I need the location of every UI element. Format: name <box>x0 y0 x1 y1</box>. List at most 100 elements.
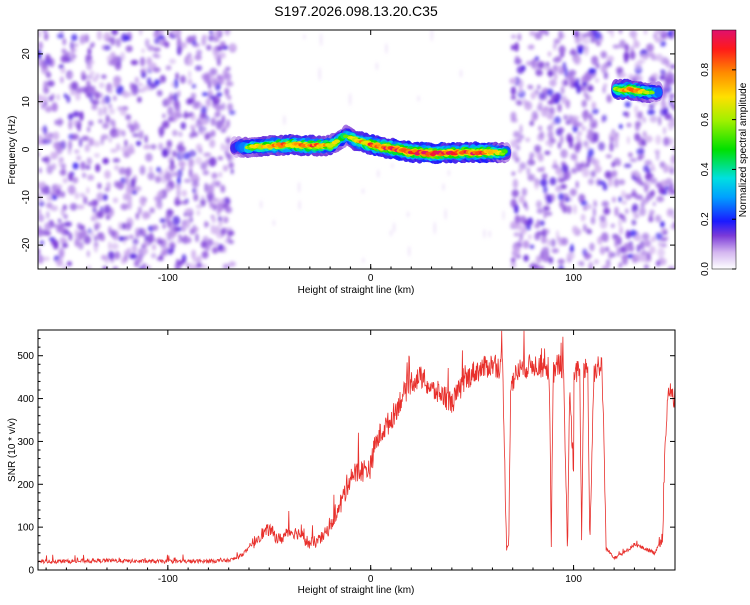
noise-blob <box>433 221 436 235</box>
noise-blob <box>53 141 58 149</box>
snr-x-label: Height of straight line (km) <box>298 585 415 596</box>
noise-blob <box>157 30 165 33</box>
noise-blob <box>220 216 226 221</box>
noise-blob <box>45 71 52 79</box>
noise-blob <box>655 232 664 241</box>
noise-blob <box>672 104 675 111</box>
noise-blob <box>407 211 410 218</box>
noise-blob <box>180 122 187 130</box>
noise-blob <box>510 150 518 160</box>
noise-blob <box>38 41 43 50</box>
noise-blob <box>51 163 57 171</box>
noise-blob <box>553 43 557 48</box>
noise-blob <box>230 44 235 50</box>
noise-blob <box>88 201 92 206</box>
noise-blob <box>71 133 79 140</box>
noise-blob <box>624 43 630 52</box>
noise-blob <box>85 75 93 80</box>
noise-blob <box>72 162 79 170</box>
noise-blob <box>534 179 539 190</box>
noise-blob <box>185 218 191 229</box>
noise-blob <box>93 235 98 242</box>
noise-blob <box>187 263 196 269</box>
noise-blob <box>523 254 529 262</box>
noise-blob <box>86 85 94 93</box>
noise-blob <box>95 73 100 80</box>
noise-blob <box>569 49 577 56</box>
noise-blob <box>639 207 646 217</box>
snr-y-ticks: 0 100 200 300 400 500 <box>17 329 675 577</box>
noise-blob <box>83 235 92 245</box>
noise-blob <box>82 172 87 179</box>
noise-blob <box>44 134 53 143</box>
noise-blob <box>64 221 72 227</box>
noise-blob <box>177 169 183 178</box>
noise-blob <box>629 158 638 163</box>
noise-blob <box>582 37 590 45</box>
noise-blob <box>187 97 193 105</box>
noise-blob <box>166 208 174 219</box>
noise-blob <box>654 37 663 43</box>
noise-blob <box>570 167 578 174</box>
noise-blob <box>76 204 85 210</box>
noise-blob <box>535 255 542 264</box>
noise-blob <box>659 257 667 266</box>
noise-blob <box>518 238 523 245</box>
noise-blob <box>49 191 57 196</box>
noise-blob <box>205 98 212 107</box>
noise-blob <box>534 144 542 153</box>
noise-blob <box>644 135 653 143</box>
noise-blob <box>105 114 110 123</box>
noise-blob <box>189 216 193 223</box>
noise-blob <box>216 233 224 239</box>
noise-blob <box>227 94 232 101</box>
noise-blob <box>549 79 557 87</box>
noise-blob <box>103 95 111 104</box>
noise-blob <box>623 163 632 168</box>
noise-blob <box>555 185 563 193</box>
noise-blob <box>112 266 119 269</box>
colorbar-gradient <box>711 29 737 270</box>
noise-blob <box>192 42 200 48</box>
noise-blob <box>527 173 536 182</box>
noise-blob <box>220 184 226 193</box>
noise-blob <box>212 46 219 56</box>
noise-blob <box>349 92 352 106</box>
noise-blob <box>526 167 531 176</box>
noise-blob <box>209 202 214 208</box>
noise-blob <box>599 215 606 222</box>
noise-blob <box>601 200 609 208</box>
noise-blob <box>76 155 82 161</box>
noise-blob <box>572 225 579 234</box>
noise-blob <box>156 192 163 197</box>
noise-blob <box>659 108 666 116</box>
noise-blob <box>102 265 108 269</box>
noise-blob <box>654 214 662 223</box>
noise-blob <box>101 74 107 79</box>
noise-blob <box>112 81 120 88</box>
noise-blob <box>131 86 139 96</box>
noise-blob <box>557 103 562 113</box>
noise-blob <box>150 83 158 89</box>
noise-blob <box>221 102 226 111</box>
noise-blob <box>590 37 596 43</box>
noise-blob <box>629 30 638 39</box>
noise-blob <box>417 95 420 102</box>
noise-blob <box>172 129 178 137</box>
noise-blob <box>663 82 670 90</box>
noise-blob <box>172 150 177 158</box>
noise-blob <box>59 119 64 125</box>
noise-blob <box>98 119 103 124</box>
noise-blob <box>626 122 632 128</box>
noise-blob <box>146 77 152 87</box>
noise-blob <box>642 116 646 124</box>
noise-blob <box>514 156 520 163</box>
noise-blob <box>57 33 64 39</box>
noise-blob <box>217 54 221 64</box>
noise-blob <box>71 112 80 118</box>
noise-blob <box>577 47 584 55</box>
noise-blob <box>573 121 581 128</box>
noise-blob <box>649 209 655 215</box>
noise-blob <box>78 137 83 148</box>
